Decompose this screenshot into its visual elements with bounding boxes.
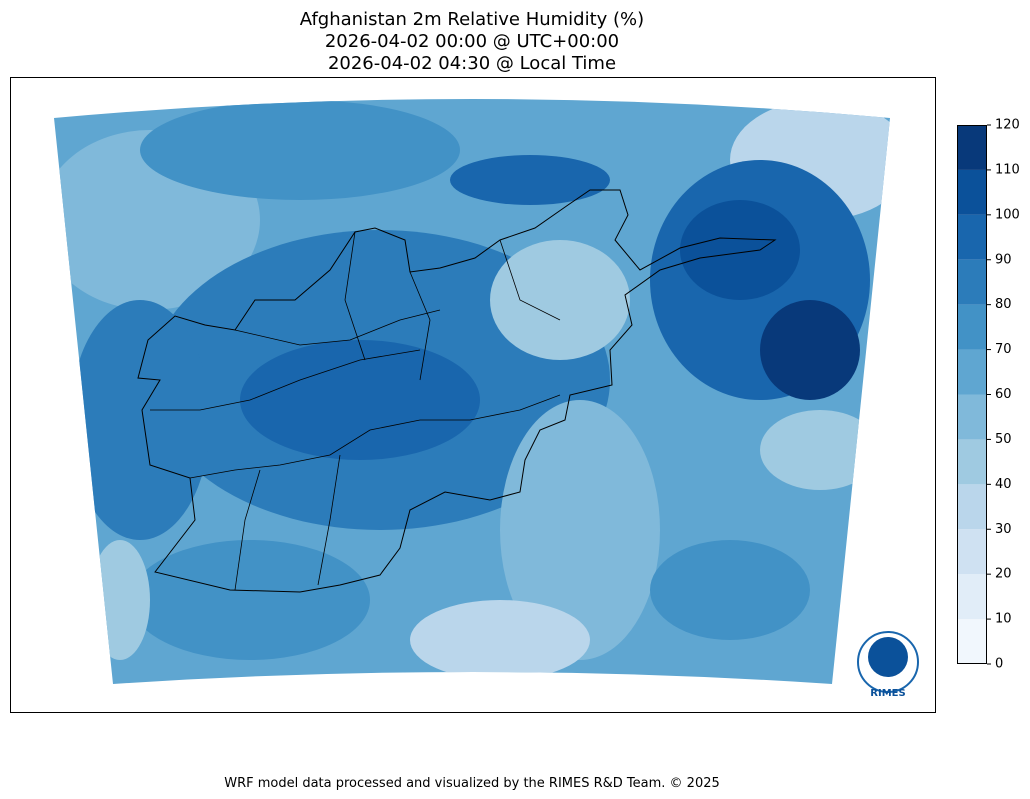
humidity-field [54, 99, 890, 684]
colorbar-level [957, 484, 987, 530]
province-borders [150, 231, 561, 591]
colorbar-tick-label: 90 [995, 252, 1012, 267]
colorbar-tick-label: 30 [995, 522, 1012, 537]
colorbar-tick-label: 20 [995, 567, 1012, 582]
colorbar-tick-label: 50 [995, 432, 1012, 447]
footer: WRF model data processed and visualized … [224, 776, 720, 791]
logo-text: RIMES [870, 688, 905, 699]
colorbar-tick-label: 80 [995, 297, 1012, 312]
colorbar-tick-label: 120 [995, 118, 1020, 133]
colorbar-tick-label: 100 [995, 207, 1020, 222]
colorbar-tick-label: 10 [995, 612, 1012, 627]
title-line: 2026-04-02 04:30 @ Local Time [328, 53, 616, 74]
colorbar-tick-label: 110 [995, 162, 1020, 177]
colorbar-level [957, 304, 987, 350]
colorbar-tick-label: 40 [995, 477, 1012, 492]
colorbar-level [957, 169, 987, 215]
colorbar-level [957, 529, 987, 575]
colorbar: 0 10 20 30 40 50 60 70 80 90 100 110 120 [957, 118, 1020, 672]
colorbar-level [957, 439, 987, 485]
colorbar-level [957, 125, 987, 170]
colorbar-tick-label: 70 [995, 342, 1012, 357]
colorbar-level [957, 349, 987, 395]
colorbar-level [957, 619, 987, 664]
title-line: 2026-04-02 00:00 @ UTC+00:00 [325, 31, 619, 52]
colorbar-level [957, 214, 987, 260]
colorbar-tick-label: 60 [995, 387, 1012, 402]
colorbar-border [957, 125, 987, 664]
logo: RIMES [857, 631, 919, 699]
title-line: Afghanistan 2m Relative Humidity (%) [300, 9, 644, 30]
country-outline [137, 189, 777, 593]
colorbar-level [957, 259, 987, 305]
colorbar-level [957, 394, 987, 440]
colorbar-tick-label: 0 [995, 657, 1003, 672]
colorbar-level [957, 574, 987, 620]
